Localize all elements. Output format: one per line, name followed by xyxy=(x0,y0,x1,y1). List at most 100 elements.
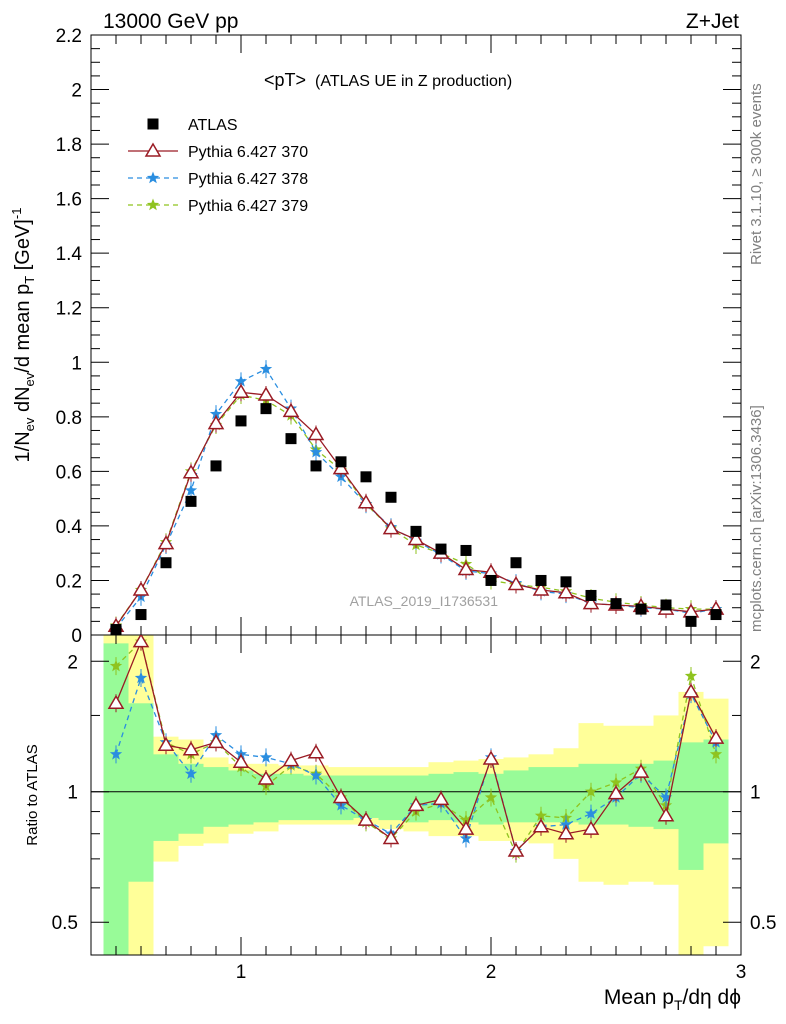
data-point-atlas xyxy=(285,433,297,445)
data-point-p370 xyxy=(457,820,475,835)
ratio-band-inner xyxy=(153,754,179,841)
mcplots-label: mcplots.cern.ch [arXiv:1306.3436] xyxy=(748,405,765,632)
x-tick-label: 3 xyxy=(736,962,747,983)
rivet-label: Rivet 3.1.10, ≥ 300k events xyxy=(748,83,765,265)
main-y-axis-title: 1/Nev dNev/d mean pT [GeV]-1 xyxy=(9,208,37,463)
data-point-p370 xyxy=(407,531,425,546)
svg-text:<pT> (ATLAS UE in Z prod: <pT> (ATLAS UE in Z production) xyxy=(264,70,512,90)
ratio-band-inner xyxy=(678,742,704,870)
data-point-p378 xyxy=(309,445,323,458)
data-point-atlas xyxy=(360,471,372,483)
data-point-p370 xyxy=(332,460,350,475)
data-point-p370 xyxy=(382,830,400,845)
data-point-p370 xyxy=(632,763,650,778)
data-point-p370 xyxy=(582,820,600,835)
data-point-p370 xyxy=(232,383,250,399)
data-point-p378 xyxy=(184,483,198,496)
data-point-p378 xyxy=(259,362,273,375)
data-point-p370 xyxy=(482,750,500,765)
data-point-p379 xyxy=(459,813,473,826)
series-line-p379 xyxy=(115,394,716,626)
data-point-p379 xyxy=(484,790,498,803)
legend-item-atlas: ATLAS xyxy=(147,117,238,134)
data-point-atlas xyxy=(135,609,147,621)
legend-marker-atlas xyxy=(147,118,159,130)
legend: ATLAS Pythia 6.427 370 Pythia 6.427 378 Pyt… xyxy=(128,117,308,215)
data-point-p379 xyxy=(534,809,548,822)
x-tick-label: 1 xyxy=(236,962,247,983)
data-point-p370 xyxy=(257,770,275,785)
legend-marker-p378 xyxy=(146,171,160,184)
legend-label: ATLAS xyxy=(188,117,238,134)
data-point-atlas xyxy=(185,495,197,507)
data-point-p378 xyxy=(184,767,198,780)
data-point-p370 xyxy=(107,694,125,710)
data-point-p370 xyxy=(332,788,350,804)
series-p370 xyxy=(107,635,725,860)
legend-label: Pythia 6.427 370 xyxy=(188,144,308,161)
main-series-group xyxy=(107,360,725,635)
data-point-p370 xyxy=(457,561,475,576)
data-point-p370 xyxy=(357,494,375,509)
data-point-p370 xyxy=(282,402,300,418)
data-point-p378 xyxy=(209,407,223,420)
data-point-p378 xyxy=(559,818,573,830)
data-point-p370 xyxy=(607,785,625,800)
x-tick-label: 2 xyxy=(486,962,497,983)
data-point-atlas xyxy=(435,543,447,555)
data-point-p370 xyxy=(307,426,325,441)
ratio-y-tick-label-right: 2 xyxy=(750,652,761,673)
data-point-p379 xyxy=(584,785,598,797)
ratio-series-group xyxy=(107,635,725,863)
y-tick-label: 2.2 xyxy=(56,26,82,47)
data-point-atlas xyxy=(260,403,272,415)
data-point-p379 xyxy=(709,747,723,760)
data-point-p379 xyxy=(684,669,698,682)
ratio-y-axis-title: Ratio to ATLAS xyxy=(24,744,41,845)
y-tick-label: 2 xyxy=(71,81,82,102)
ratio-uncertainty-bands xyxy=(103,635,729,955)
y-tick-label: 1.8 xyxy=(56,135,82,156)
y-tick-label: 1.2 xyxy=(56,299,82,320)
ratio-band-inner xyxy=(203,767,229,827)
series-line-p370 xyxy=(115,391,717,627)
data-point-p370 xyxy=(532,581,550,596)
legend-item-p379: Pythia 6.427 379 xyxy=(128,198,308,215)
ratio-band-inner xyxy=(353,775,379,818)
legend-marker-p370 xyxy=(144,142,162,157)
data-point-atlas xyxy=(210,460,222,472)
legend-item-p370: Pythia 6.427 370 xyxy=(128,142,308,161)
data-point-p370 xyxy=(157,535,175,550)
data-point-p370 xyxy=(207,733,225,749)
data-point-p378 xyxy=(109,747,123,760)
y-tick-label: 1.6 xyxy=(56,190,82,211)
data-point-atlas xyxy=(710,609,722,621)
ratio-band-inner xyxy=(378,775,404,821)
data-point-atlas xyxy=(660,599,672,611)
energy-label: 13000 GeV pp xyxy=(103,10,238,33)
data-point-p370 xyxy=(182,464,200,479)
data-point-p378 xyxy=(259,750,273,763)
process-label: Z+Jet xyxy=(686,10,739,33)
data-point-p370 xyxy=(507,576,525,591)
data-point-p370 xyxy=(432,790,450,806)
data-point-p379 xyxy=(609,776,623,788)
data-point-atlas xyxy=(460,544,472,556)
data-point-atlas xyxy=(235,415,247,427)
legend-label: Pythia 6.427 378 xyxy=(188,171,308,188)
y-tick-label: 0.6 xyxy=(56,462,82,483)
legend-marker-p379 xyxy=(146,198,160,211)
data-point-p370 xyxy=(132,581,150,596)
series-line-p378 xyxy=(115,368,717,629)
data-point-atlas xyxy=(560,576,572,588)
data-point-p370 xyxy=(207,415,225,430)
ratio-y-tick-label-right: 1 xyxy=(750,783,761,804)
y-tick-label: 1 xyxy=(71,353,82,374)
plot-title-main: <pT> xyxy=(264,70,306,90)
data-point-atlas xyxy=(385,491,397,503)
data-point-p378 xyxy=(134,671,148,684)
data-point-atlas xyxy=(535,574,547,586)
data-point-atlas xyxy=(585,589,597,601)
data-point-p370 xyxy=(507,842,525,857)
